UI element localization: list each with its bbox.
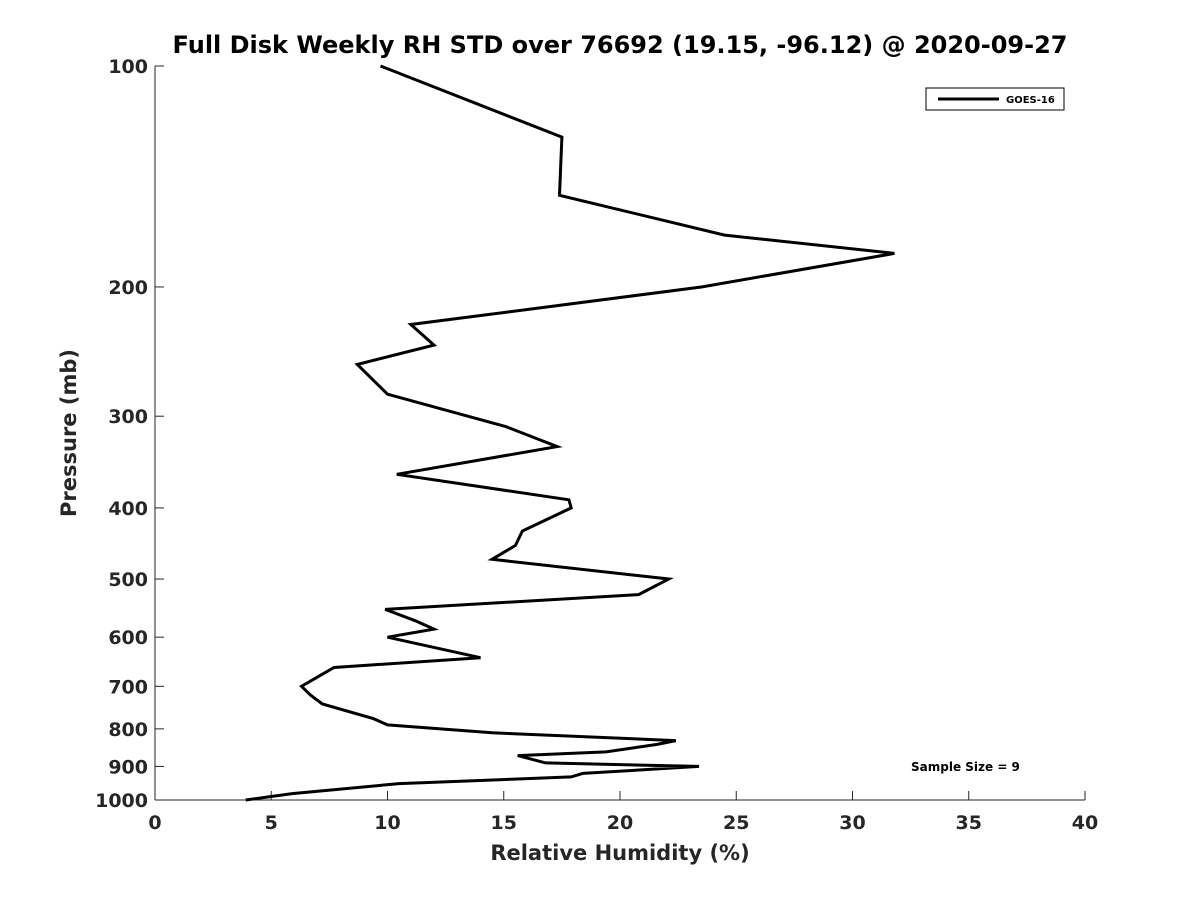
x-tick-label: 0 bbox=[148, 812, 161, 834]
x-tick-label: 30 bbox=[839, 812, 865, 834]
x-tick-label: 20 bbox=[607, 812, 633, 834]
legend-label-goes-16: GOES-16 bbox=[1006, 95, 1055, 106]
x-tick-label: 10 bbox=[374, 812, 400, 834]
x-tick-label: 35 bbox=[956, 812, 982, 834]
y-tick-label: 800 bbox=[108, 719, 148, 741]
y-tick-label: 200 bbox=[108, 277, 148, 299]
y-tick-label: 600 bbox=[108, 627, 148, 649]
series-line-goes-16 bbox=[245, 64, 895, 802]
y-tick-label: 500 bbox=[108, 569, 148, 591]
y-tick-label: 700 bbox=[108, 676, 148, 698]
x-tick-label: 15 bbox=[491, 812, 517, 834]
y-tick-label: 300 bbox=[108, 406, 148, 428]
x-tick-label: 5 bbox=[265, 812, 278, 834]
x-tick-label: 25 bbox=[723, 812, 749, 834]
x-axis-label: Relative Humidity (%) bbox=[490, 841, 749, 865]
y-ticks: 100 200 300 400 500 600 700 800 900 1000 bbox=[95, 56, 164, 812]
legend: GOES-16 bbox=[925, 87, 1065, 111]
chart-title: Full Disk Weekly RH STD over 76692 (19.1… bbox=[173, 31, 1068, 59]
y-tick-label: 1000 bbox=[95, 790, 148, 812]
sample-size-annotation: Sample Size = 9 bbox=[911, 760, 1020, 774]
x-ticks: 0 5 10 15 20 25 30 35 40 bbox=[148, 791, 1098, 834]
y-tick-label: 100 bbox=[108, 56, 148, 78]
y-tick-label: 400 bbox=[108, 498, 148, 520]
y-tick-label: 900 bbox=[108, 756, 148, 778]
series-group bbox=[245, 64, 895, 802]
y-axis-label: Pressure (mb) bbox=[57, 349, 81, 517]
x-tick-label: 40 bbox=[1072, 812, 1098, 834]
